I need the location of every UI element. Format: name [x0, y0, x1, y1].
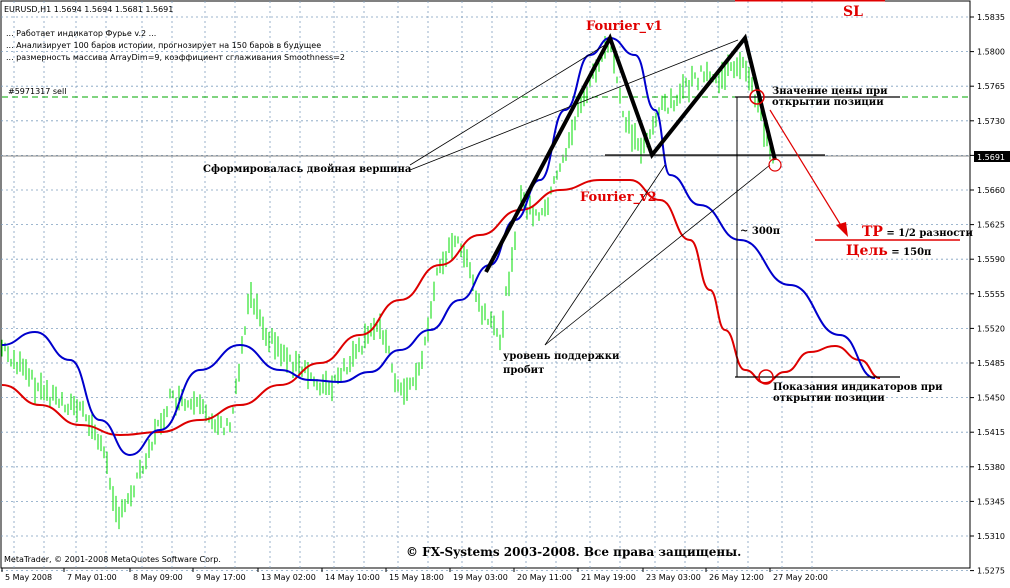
distance-label: ~ 300п [740, 226, 780, 237]
price-bars [1, 35, 774, 530]
price-tick-label: 1.5275 [977, 567, 1005, 576]
fourier-v1-curve [1, 36, 876, 457]
time-tick-label: 14 May 10:00 [325, 573, 380, 582]
sl-label: SL [843, 4, 863, 20]
price-tick-label: 1.5520 [977, 324, 1005, 333]
time-tick-label: 8 May 09:00 [133, 573, 183, 582]
price-tick-label: 1.5555 [977, 290, 1005, 299]
pointer-support1 [544, 164, 666, 346]
tp-label-rest: = 1/2 разности [883, 228, 974, 239]
time-tick-label: 23 May 03:00 [646, 573, 701, 582]
copyright-text: © FX-Systems 2003-2008. Все права защище… [406, 545, 741, 559]
indicator-circle [758, 369, 774, 385]
support-label-1: уровень поддержки [503, 351, 620, 362]
price-tick-label: 1.5450 [977, 394, 1005, 403]
pointer-top2 [409, 39, 739, 171]
double-top-pattern [409, 0, 960, 385]
price-tick-label: 1.5765 [977, 82, 1005, 91]
time-tick-label: 13 May 02:00 [261, 573, 316, 582]
price-badge-text: 1.5691 [977, 153, 1005, 162]
tp-arrow-head [836, 222, 848, 237]
support-label-2: пробит [503, 365, 544, 376]
indicators-label-1: Показания индикаторов при [773, 382, 943, 393]
info-line-2: ... Анализирует 100 баров истории, прогн… [6, 41, 321, 50]
price-tick-label: 1.5660 [977, 186, 1005, 195]
price-tick-label: 1.5485 [977, 359, 1005, 368]
time-tick-label: 19 May 03:00 [453, 573, 508, 582]
price-tick-label: 1.5310 [977, 532, 1005, 541]
time-tick-label: 9 May 17:00 [196, 573, 246, 582]
time-tick-label: 27 May 20:00 [773, 573, 828, 582]
fourier-v1-label: Fourier_v1 [586, 19, 663, 34]
symbol-info: EURUSD,H1 1.5694 1.5694 1.5681 1.5691 [4, 5, 173, 14]
price-badge-box [974, 151, 1010, 162]
price-tick-label: 1.5415 [977, 428, 1005, 437]
target-label-rest: = 150п [888, 247, 932, 258]
order-label: #5971317 sell [8, 87, 66, 96]
breakout-circle [768, 158, 782, 172]
order-level [2, 96, 970, 157]
open-price-circle [749, 89, 765, 105]
time-axis: 5 May 2008 7 May 01:00 8 May 09:00 9 May 17… [1, 568, 828, 582]
price-badge: 1.5691 [974, 151, 1010, 162]
time-tick-label: 21 May 19:00 [581, 573, 636, 582]
price-tick-label: 1.5730 [977, 117, 1005, 126]
price-tick-label: 1.5625 [977, 221, 1005, 230]
pointer-top1 [409, 44, 606, 166]
price-tick-label: 1.5590 [977, 255, 1005, 264]
price-tick-label: 1.5380 [977, 463, 1005, 472]
pointer-support2 [544, 164, 771, 346]
price-tick-label: 1.5835 [977, 13, 1005, 22]
price-tick-label: 1.5800 [977, 48, 1005, 57]
metatrader-credit: MetaTrader, © 2001-2008 MetaQuotes Softw… [4, 555, 221, 564]
tp-label-main: ТР [862, 224, 883, 240]
fourier-v2-label: Fourier_v2 [580, 190, 657, 205]
indicators-label-2: открытии позиции [773, 393, 885, 404]
tp-label: ТР = 1/2 разности [862, 224, 973, 240]
price-tick-label: 1.5345 [977, 497, 1005, 506]
time-tick-label: 26 May 12:00 [709, 573, 764, 582]
time-tick-label: 20 May 11:00 [517, 573, 572, 582]
price-axis: 1.58351.58001.57651.57301.56951.56601.56… [970, 13, 1005, 576]
info-line-1: ... Работает индикатор Фурье v.2 ... [6, 29, 156, 38]
info-line-3: ... размерность массива ArrayDim=9, коэф… [6, 53, 345, 62]
double-top-label: Сформировалась двойная вершина [203, 164, 412, 175]
time-tick-label: 7 May 01:00 [67, 573, 117, 582]
open-price-label-2: открытии позиции [772, 97, 884, 108]
time-tick-label: 5 May 2008 [5, 573, 52, 582]
target-label: Цель = 150п [846, 243, 931, 259]
time-tick-label: 15 May 18:00 [389, 573, 444, 582]
open-price-label-1: Значение цены при [772, 86, 888, 97]
target-label-main: Цель [846, 243, 888, 259]
tp-arrow-line [769, 109, 846, 233]
plot-border [0, 0, 971, 569]
